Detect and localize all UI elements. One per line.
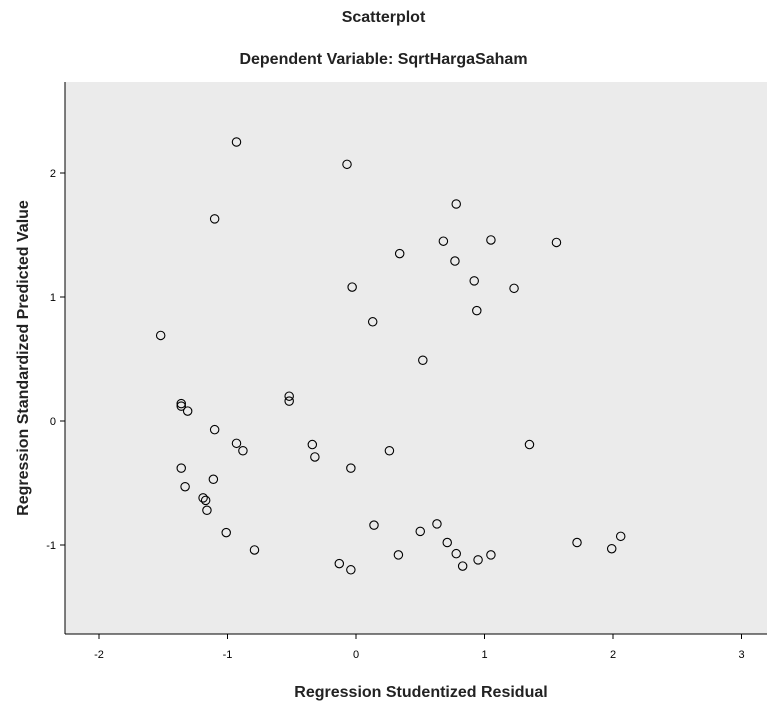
- data-point: [486, 235, 496, 245]
- data-point: [238, 446, 248, 456]
- data-point: [394, 248, 405, 259]
- data-point: [457, 561, 468, 571]
- plot-area: [65, 82, 767, 634]
- data-point: [451, 199, 461, 209]
- x-tick-label: -2: [94, 649, 104, 661]
- x-tick-label: 1: [481, 649, 487, 661]
- data-point: [307, 439, 318, 450]
- data-point: [221, 527, 231, 538]
- y-tick-label: 1: [50, 292, 56, 304]
- data-point: [347, 282, 357, 292]
- data-point: [346, 463, 356, 473]
- x-tick-label: 2: [610, 649, 616, 661]
- data-point: [606, 543, 617, 554]
- data-point: [438, 236, 449, 246]
- data-point: [342, 159, 352, 170]
- data-point: [415, 526, 425, 537]
- data-point: [155, 330, 166, 341]
- x-axis-label: Regression Studentized Residual: [294, 684, 547, 701]
- data-point: [418, 355, 428, 365]
- data-point: [367, 317, 378, 327]
- data-points: [155, 137, 626, 575]
- data-point: [334, 558, 345, 569]
- data-point: [384, 446, 395, 456]
- data-point: [209, 214, 220, 224]
- data-point: [176, 398, 186, 409]
- x-tick-label: -1: [223, 649, 233, 661]
- y-tick-label: 2: [50, 168, 56, 180]
- chart-subtitle: Dependent Variable: SqrtHargaSaham: [239, 51, 528, 68]
- data-point: [284, 396, 294, 406]
- data-point: [369, 520, 379, 530]
- data-point: [509, 283, 519, 294]
- data-point: [346, 565, 356, 575]
- data-point: [432, 519, 442, 529]
- data-point: [572, 537, 582, 548]
- data-point: [249, 545, 260, 555]
- data-point: [615, 531, 626, 542]
- data-point: [180, 481, 190, 492]
- data-point: [198, 493, 208, 503]
- data-point: [182, 406, 193, 416]
- data-point: [451, 548, 461, 559]
- data-point: [486, 550, 496, 560]
- data-point: [284, 391, 294, 401]
- data-point: [442, 537, 452, 548]
- x-tick-label: 3: [738, 649, 744, 661]
- data-point: [472, 305, 482, 316]
- data-point: [393, 550, 404, 560]
- data-point: [469, 276, 479, 286]
- y-axis-label: Regression Standardized Predicted Value: [15, 200, 32, 516]
- data-point: [450, 256, 460, 266]
- data-point: [231, 438, 242, 449]
- data-point: [202, 505, 212, 516]
- data-point: [310, 452, 320, 462]
- data-point: [208, 474, 219, 485]
- data-point: [200, 495, 211, 506]
- data-point: [473, 555, 483, 565]
- data-point: [176, 463, 186, 473]
- x-tick-label: 0: [353, 649, 359, 661]
- data-point: [176, 401, 186, 411]
- data-point: [524, 439, 535, 450]
- y-tick-label: 0: [50, 416, 56, 428]
- y-tick-label: -1: [46, 540, 56, 552]
- data-point: [551, 237, 562, 248]
- data-point: [231, 137, 242, 147]
- data-point: [209, 424, 220, 435]
- ticks: -2 -1 0 1 2 3 -1 0 1 2: [46, 168, 744, 661]
- chart-title: Scatterplot: [341, 9, 426, 26]
